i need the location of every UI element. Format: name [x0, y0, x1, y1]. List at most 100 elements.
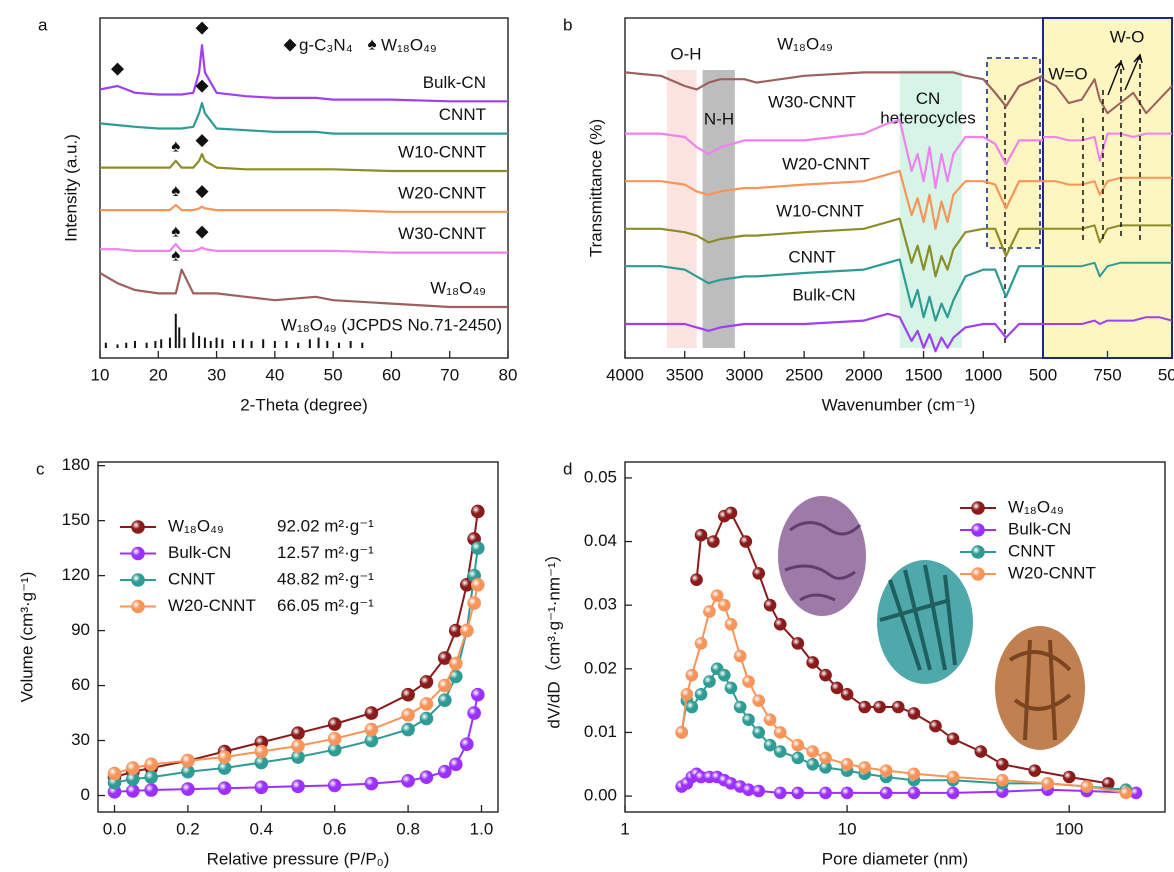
legend-marker [132, 521, 145, 534]
surface-area-label: 66.05 m²·g⁻¹ [277, 596, 374, 615]
data-point [255, 781, 268, 794]
data-point [820, 787, 832, 799]
data-point [468, 597, 481, 610]
data-point [1120, 787, 1132, 799]
x-axis-label: Relative pressure (P/P₀) [207, 849, 390, 868]
peak-marker: ◆ [195, 130, 209, 149]
data-point [764, 599, 776, 611]
x-tick-label: 0.8 [396, 819, 420, 838]
legend-marker [972, 502, 985, 515]
data-point [947, 771, 959, 783]
peak-marker: ◆ [195, 18, 209, 37]
x-axis-label: 2-Theta (degree) [240, 395, 368, 414]
data-point [695, 529, 707, 541]
peak-marker: ♠ [171, 181, 180, 200]
x-tick-label: 40 [265, 365, 284, 384]
data-point [753, 726, 765, 738]
legend-marker [132, 547, 145, 560]
x-tick-label: 80 [499, 365, 518, 384]
peak-marker: ◆ [195, 222, 209, 241]
legend-label: CNNT [168, 569, 215, 588]
data-point [1063, 771, 1075, 783]
legend-label: g-C₃N₄ [299, 35, 353, 54]
data-point [908, 768, 920, 780]
legend-marker [972, 524, 985, 537]
data-point [471, 688, 484, 701]
y-tick-label: 0 [81, 785, 90, 804]
peak-marker: ◆ [195, 181, 209, 200]
data-point [908, 787, 920, 799]
data-point [859, 761, 871, 773]
data-point [820, 752, 832, 764]
data-point [807, 758, 819, 770]
data-point [365, 777, 378, 790]
data-point [718, 669, 730, 681]
data-point [734, 701, 746, 713]
data-point [792, 787, 804, 799]
data-point [108, 767, 121, 780]
data-point [471, 578, 484, 591]
data-point [686, 669, 698, 681]
data-point [365, 707, 378, 720]
data-point [831, 682, 843, 694]
data-point [691, 574, 703, 586]
y-tick-label: 0.05 [584, 467, 617, 486]
data-point [734, 650, 746, 662]
data-point [774, 787, 786, 799]
data-point [695, 637, 707, 649]
x-tick-label: 0.2 [176, 819, 200, 838]
trace-label: Bulk-CN [423, 73, 486, 92]
data-point [218, 782, 231, 795]
y-tick-label: 0.02 [584, 658, 617, 677]
trace-label: Bulk-CN [792, 285, 855, 304]
peak-marker: ♠ [171, 245, 180, 264]
data-point [676, 726, 688, 738]
data-point [695, 688, 707, 700]
legend-label: Bulk-CN [1008, 519, 1071, 538]
data-point [703, 606, 715, 618]
legend-label: W20-CNNT [168, 596, 256, 615]
y-tick-label: 0.01 [584, 722, 617, 741]
y-axis-label: Volume (cm³·g⁻¹) [17, 572, 36, 703]
data-point [126, 784, 139, 797]
x-tick-label: 3000 [726, 365, 764, 384]
trace-label: W20-CNNT [398, 183, 486, 202]
legend-symbol: ♠ [367, 34, 376, 53]
legend-label: W₁₈O₄₉ [381, 35, 437, 54]
data-point [145, 758, 158, 771]
data-point [807, 746, 819, 758]
sem-image [778, 496, 866, 616]
y-tick-label: 30 [71, 730, 90, 749]
data-point [255, 745, 268, 758]
figure: a2-Theta (degree)Intensity (a.u.)1020304… [0, 0, 1174, 872]
data-point [402, 708, 415, 721]
x-tick-label: 1 [620, 819, 629, 838]
surface-area-label: 12.57 m²·g⁻¹ [277, 543, 374, 562]
trace-label: CNNT [788, 247, 835, 266]
data-point [328, 718, 341, 731]
x-tick-label: 1.0 [470, 819, 494, 838]
x-tick-label: 60 [382, 365, 401, 384]
data-point [471, 542, 484, 555]
trace-label: W30-CNNT [768, 92, 856, 111]
data-point [753, 567, 765, 579]
data-point [468, 707, 481, 720]
legend-label: W₁₈O₄₉ [168, 516, 224, 535]
data-point [1029, 765, 1041, 777]
y-tick-label: 150 [62, 510, 90, 529]
x2-tick-label: 750 [1093, 365, 1121, 384]
panel-label: c [36, 459, 45, 478]
data-point [753, 785, 765, 797]
x-axis-label: Pore diameter (nm) [822, 849, 968, 868]
data-point [841, 758, 853, 770]
data-point [807, 656, 819, 668]
data-point [792, 739, 804, 751]
data-point [145, 771, 158, 784]
x-tick-label: 3500 [666, 365, 704, 384]
data-point [402, 723, 415, 736]
legend-label: Bulk-CN [168, 543, 231, 562]
data-point [707, 536, 719, 548]
region-label: N-H [704, 109, 734, 128]
data-point [292, 740, 305, 753]
y-tick-label: 0.03 [584, 595, 617, 614]
